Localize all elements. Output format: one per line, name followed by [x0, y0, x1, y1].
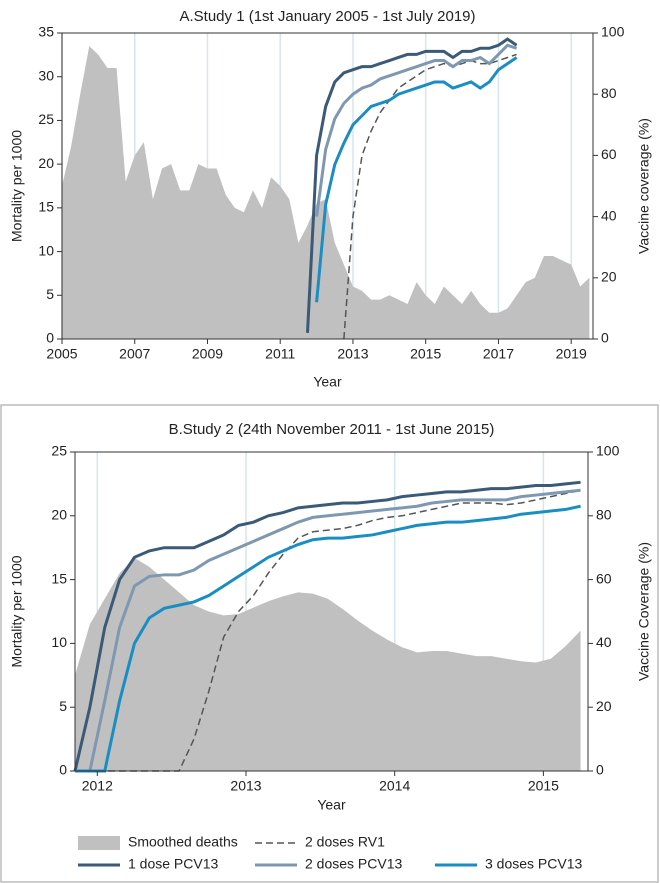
y2-tick-label: 80 [596, 507, 612, 523]
x-tick-label: 2014 [379, 778, 410, 794]
y2-tick-label: 60 [601, 146, 617, 162]
x-tick-label: 2017 [483, 346, 514, 362]
y2-tick-label: 40 [596, 634, 612, 650]
line [315, 56, 518, 303]
x-tick-label: 2009 [192, 346, 223, 362]
y2-axis-label: Vaccine Coverage (%) [636, 542, 652, 681]
area [75, 557, 581, 771]
legend-label: 1 dose PCV13 [128, 856, 218, 872]
y2-tick-label: 0 [596, 762, 604, 778]
plot-frame [74, 451, 589, 772]
legend-label: 2 doses RV1 [305, 834, 385, 850]
x-tick-label: 2012 [82, 778, 113, 794]
chart-title: B.Study 2 (24th November 2011 - 1st June… [169, 421, 495, 438]
y2-tick-label: 80 [601, 85, 617, 101]
line [315, 43, 518, 217]
x-axis-label: Year [313, 374, 342, 390]
y2-tick-label: 60 [596, 570, 612, 586]
y-tick-label: 20 [51, 507, 67, 523]
y-axis-label: Mortality per 1000 [9, 555, 25, 667]
y-tick-label: 15 [51, 570, 67, 586]
area [62, 46, 590, 339]
y2-tick-label: 0 [601, 330, 609, 346]
line [75, 488, 581, 773]
legend-label: 2 doses PCV13 [305, 856, 402, 872]
legend-swatch [78, 836, 120, 850]
y-tick-label: 20 [38, 155, 54, 171]
y-tick-label: 25 [51, 443, 67, 459]
line [75, 504, 581, 773]
x-tick-label: 2015 [410, 346, 441, 362]
plot-frame [61, 32, 594, 340]
line [75, 489, 581, 772]
y-axis-label: Mortality per 1000 [9, 130, 25, 242]
y-tick-label: 10 [38, 242, 54, 258]
legend-label: Smoothed deaths [128, 834, 238, 850]
line [343, 53, 517, 340]
x-tick-label: 2005 [46, 346, 77, 362]
legend-label: 3 doses PCV13 [485, 856, 582, 872]
y-tick-label: 5 [59, 698, 67, 714]
x-tick-label: 2013 [337, 346, 368, 362]
y-tick-label: 15 [38, 199, 54, 215]
y2-tick-label: 100 [601, 24, 625, 40]
line [73, 480, 581, 772]
x-tick-label: 2011 [265, 346, 295, 362]
chart-title: A.Study 1 (1st January 2005 - 1st July 2… [180, 8, 476, 25]
y-tick-label: 35 [38, 24, 54, 40]
x-tick-label: 2013 [230, 778, 261, 794]
x-tick-label: 2019 [556, 346, 587, 362]
y2-tick-label: 20 [596, 698, 612, 714]
x-tick-label: 2007 [119, 346, 150, 362]
x-tick-label: 2015 [528, 778, 559, 794]
y-tick-label: 5 [46, 286, 54, 302]
y2-tick-label: 100 [596, 443, 620, 459]
panel-b-frame [0, 404, 659, 883]
y2-tick-label: 40 [601, 207, 617, 223]
y-tick-label: 0 [46, 330, 54, 346]
y-tick-label: 30 [38, 67, 54, 83]
x-axis-label: Year [317, 797, 346, 813]
y2-tick-label: 20 [601, 269, 617, 285]
y-tick-label: 10 [51, 634, 67, 650]
line [305, 37, 518, 333]
y-tick-label: 0 [59, 762, 67, 778]
y2-axis-label: Vaccine coverage (%) [636, 118, 652, 254]
y-tick-label: 25 [38, 111, 54, 127]
